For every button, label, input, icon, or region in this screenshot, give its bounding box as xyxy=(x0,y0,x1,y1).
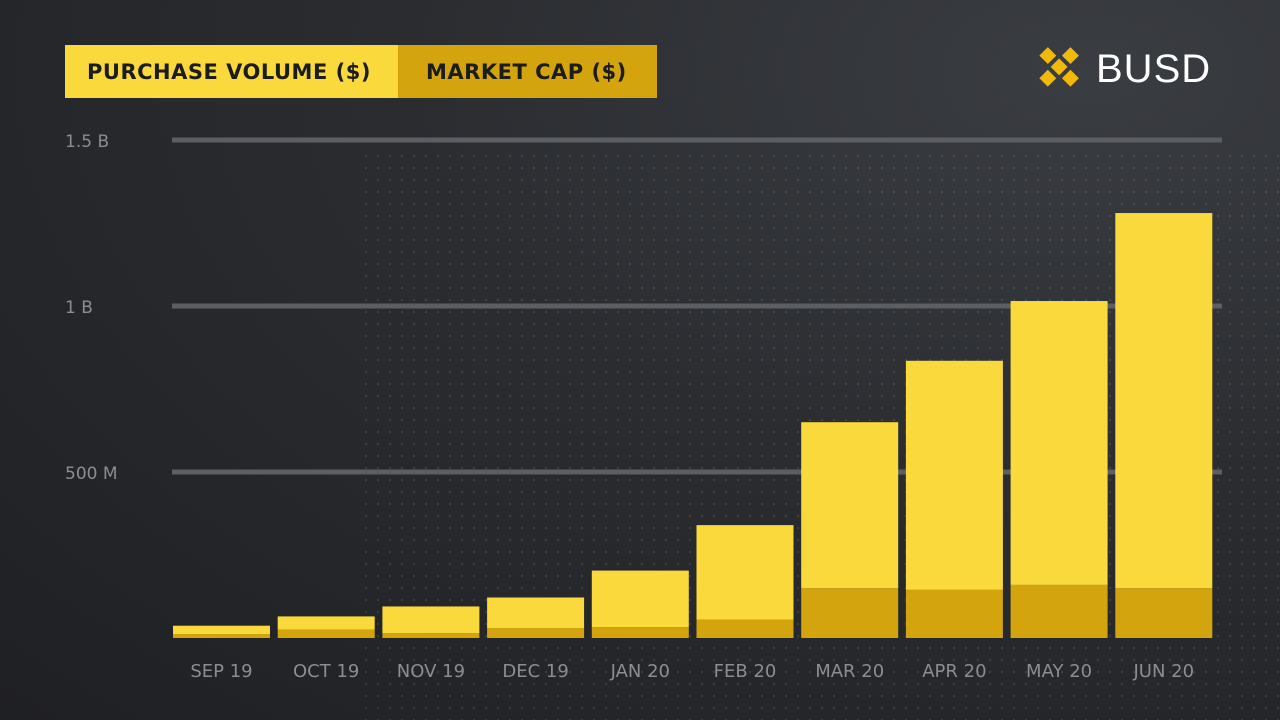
bar-market-cap xyxy=(382,633,480,638)
bar-market-cap xyxy=(591,627,689,638)
busd-logo: BUSD xyxy=(1030,42,1211,96)
x-tick-label: DEC 19 xyxy=(502,661,568,682)
bar-market-cap xyxy=(173,634,270,638)
bar-market-cap xyxy=(487,628,585,638)
bar-purchase-volume xyxy=(1115,213,1213,589)
bar-purchase-volume xyxy=(382,606,480,634)
bar-purchase-volume xyxy=(487,597,585,629)
x-tick-label: NOV 19 xyxy=(397,661,465,682)
x-tick-label: FEB 20 xyxy=(714,661,777,682)
x-tick-label: JAN 20 xyxy=(610,661,670,682)
x-tick-label: OCT 19 xyxy=(293,661,359,682)
bar-purchase-volume xyxy=(591,570,689,628)
bar-market-cap xyxy=(696,619,794,638)
bar-purchase-volume xyxy=(801,422,899,589)
bar-market-cap xyxy=(1010,584,1108,638)
x-tick-label: MAY 20 xyxy=(1026,661,1092,682)
binance-diamond-icon xyxy=(1039,47,1079,87)
bar-market-cap xyxy=(1115,588,1213,638)
bar-purchase-volume xyxy=(696,525,794,620)
x-tick-label: SEP 19 xyxy=(190,661,252,682)
y-tick-label: 1.5 B xyxy=(65,132,109,152)
y-tick-label: 500 M xyxy=(65,464,118,484)
legend-purchase-volume: PURCHASE VOLUME ($) xyxy=(65,45,398,98)
bar-market-cap xyxy=(277,629,375,638)
y-tick-label: 1 B xyxy=(65,298,93,318)
legend-market-cap: MARKET CAP ($) xyxy=(398,45,657,98)
bar-market-cap xyxy=(905,589,1003,638)
x-tick-label: APR 20 xyxy=(922,661,986,682)
bar-purchase-volume xyxy=(173,625,270,635)
bar-purchase-volume xyxy=(1010,301,1108,585)
x-tick-label: JUN 20 xyxy=(1133,661,1195,682)
bar-purchase-volume xyxy=(905,360,1003,590)
bar-market-cap xyxy=(801,588,899,638)
x-tick-label: MAR 20 xyxy=(815,661,884,682)
brand-name: BUSD xyxy=(1096,46,1212,91)
chart-legend: PURCHASE VOLUME ($) MARKET CAP ($) xyxy=(65,45,657,98)
bar-purchase-volume xyxy=(277,616,375,630)
